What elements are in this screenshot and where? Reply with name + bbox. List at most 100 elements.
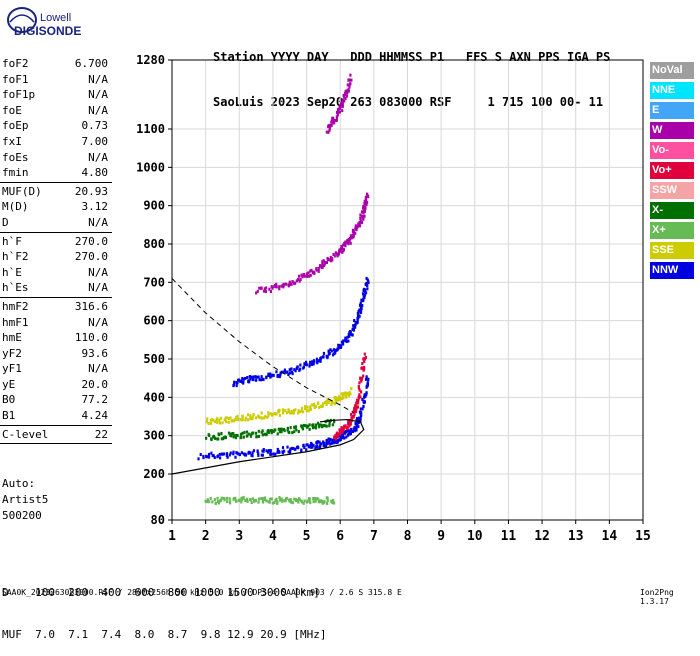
trace-point [313, 405, 316, 409]
trace-point [286, 370, 289, 374]
trace-point [298, 274, 301, 278]
trace-point [363, 395, 366, 399]
trace-point [345, 435, 348, 439]
trace-point [318, 406, 321, 410]
trace-point [329, 437, 332, 441]
trace-point [363, 352, 366, 356]
trace-point [216, 421, 219, 425]
x-tick-label: 14 [602, 529, 618, 544]
trace-point [328, 128, 331, 132]
trace-point [304, 407, 307, 411]
trace-point [362, 206, 365, 210]
trace-point [274, 428, 277, 432]
param-label: foE [2, 103, 22, 117]
trace-point [359, 416, 362, 420]
trace-point [251, 451, 254, 455]
trace-point [364, 355, 368, 359]
trace-point [322, 355, 325, 359]
trace-point [363, 293, 366, 297]
trace-point [339, 437, 342, 441]
trace-point [213, 456, 216, 460]
trace-point [338, 428, 341, 432]
trace-point [337, 438, 340, 442]
trace-point [295, 497, 298, 501]
trace-point [218, 418, 221, 422]
trace-point [291, 372, 294, 376]
distance-muf-table: D 100 200 400 600 800 1000 1500 3000 [km… [2, 558, 327, 656]
trace-series [197, 375, 370, 461]
trace-point [359, 301, 362, 305]
param-row: yE 20.0 [0, 377, 112, 393]
trace-point [202, 456, 205, 460]
trace-point [220, 452, 223, 456]
trace-point [308, 499, 311, 503]
trace-point [250, 501, 253, 505]
trace-point [206, 498, 209, 502]
trace-point [361, 366, 364, 370]
trace-point [354, 407, 358, 411]
trace-point [258, 378, 261, 382]
trace-point [358, 308, 361, 312]
trace-point [285, 411, 289, 415]
trace-point [266, 430, 269, 434]
trace-point [271, 373, 274, 377]
trace-point [361, 292, 365, 296]
trace-point [343, 95, 346, 99]
trace-point [343, 424, 346, 428]
trace-point [327, 130, 330, 134]
trace-point [242, 495, 245, 499]
trace-point [301, 410, 305, 414]
trace-point [349, 422, 352, 426]
trace-point [348, 239, 351, 243]
trace-point [328, 422, 331, 426]
trace-point [309, 445, 312, 449]
trace-point [345, 340, 348, 344]
trace-point [299, 363, 302, 367]
trace-point [252, 413, 255, 417]
trace-point [270, 431, 273, 435]
trace-point [305, 409, 308, 413]
trace-point [275, 282, 278, 286]
trace-point [217, 437, 220, 441]
y-tick-label: 800 [143, 237, 165, 251]
param-separator [0, 231, 112, 233]
trace-point [262, 447, 265, 451]
trace-point [246, 499, 249, 503]
trace-point [284, 282, 288, 286]
trace-point [288, 280, 291, 284]
trace-point [339, 345, 342, 349]
param-row: foEs N/A [0, 150, 112, 166]
trace-point [232, 419, 236, 423]
trace-point [218, 456, 222, 460]
trace-point [216, 500, 220, 504]
trace-point [249, 417, 252, 421]
trace-point [287, 410, 291, 414]
trace-point [270, 452, 273, 456]
trace-point [296, 498, 299, 502]
param-separator [0, 443, 112, 445]
param-label: yE [2, 377, 16, 391]
trace-point [289, 282, 292, 286]
trace-point [309, 407, 312, 411]
trace-point [357, 386, 361, 390]
trace-point [240, 500, 243, 504]
trace-point [360, 379, 363, 383]
trace-point [355, 417, 359, 421]
param-row: hmE 110.0 [0, 330, 112, 346]
trace-point [332, 353, 335, 357]
trace-point [363, 202, 366, 206]
trace-point [256, 435, 259, 439]
trace-point [276, 500, 279, 504]
trace-point [349, 430, 352, 434]
trace-point [337, 432, 340, 436]
param-separator [0, 181, 112, 183]
trace-point [363, 360, 366, 364]
trace-point [348, 423, 351, 427]
trace-point [254, 499, 257, 503]
trace-point [293, 430, 296, 434]
legend-item: Vo- [650, 142, 694, 159]
trace-point [317, 269, 320, 273]
trace-point [324, 424, 327, 428]
trace-point [252, 375, 255, 379]
trace-point [353, 406, 356, 410]
